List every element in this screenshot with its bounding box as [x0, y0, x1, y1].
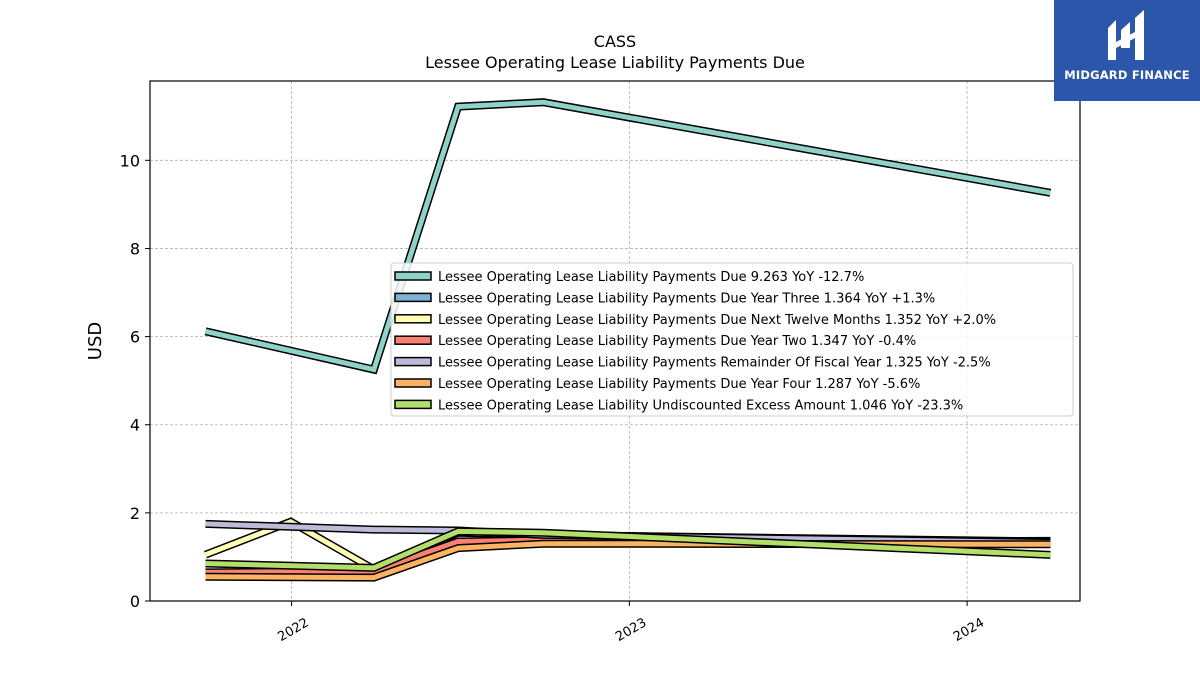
series-line	[205, 528, 1051, 571]
x-tick-label: 2022	[275, 615, 311, 645]
legend-swatch	[394, 271, 432, 281]
y-axis-label: USD	[85, 322, 106, 360]
legend-entry-label: Lessee Operating Lease Liability Undisco…	[438, 398, 963, 413]
x-tick-label: 2024	[951, 615, 987, 645]
y-tick-label: 4	[130, 416, 140, 435]
series-line-group	[205, 527, 1051, 572]
y-axis-ticks: 0 2 4 6 8 10	[120, 151, 150, 611]
legend-entry-label: Lessee Operating Lease Liability Payment…	[438, 334, 916, 349]
x-axis-ticks: 2022 2023 2024	[275, 601, 987, 645]
legend-swatch	[394, 314, 432, 324]
y-tick-label: 6	[130, 328, 140, 347]
legend-entry-label: Lessee Operating Lease Liability Payment…	[438, 313, 996, 328]
logo-mark-icon	[1108, 10, 1144, 60]
legend-swatch	[394, 399, 432, 410]
legend-entry-label: Lessee Operating Lease Liability Payment…	[438, 291, 935, 306]
plot-frame	[149, 80, 1081, 602]
series-lines	[204, 98, 1052, 582]
series-line	[204, 99, 1051, 373]
series-line-group	[204, 98, 1052, 375]
y-tick-label: 0	[130, 592, 140, 611]
logo-text: MIDGARD FINANCE	[1064, 68, 1190, 82]
chart-subtitle: Lessee Operating Lease Liability Payment…	[425, 53, 805, 72]
y-tick-label: 8	[130, 239, 140, 258]
legend-swatch	[394, 378, 432, 388]
legend-box	[390, 262, 1074, 417]
legend-entry-label: Lessee Operating Lease Liability Payment…	[438, 270, 864, 285]
legend-swatch	[394, 335, 432, 345]
legend-swatch	[394, 292, 432, 303]
legend-swatch	[394, 356, 432, 367]
x-tick-label: 2023	[613, 615, 649, 645]
legend-entry-label: Lessee Operating Lease Liability Payment…	[438, 356, 991, 371]
legend-entry-label: Lessee Operating Lease Liability Payment…	[438, 377, 920, 392]
brand-logo: MIDGARD FINANCE	[1054, 0, 1200, 101]
chart-title: CASS	[594, 32, 636, 51]
y-tick-label: 10	[120, 151, 140, 170]
legend: Lessee Operating Lease Liability Payment…	[390, 262, 1074, 417]
y-tick-label: 2	[130, 504, 140, 523]
